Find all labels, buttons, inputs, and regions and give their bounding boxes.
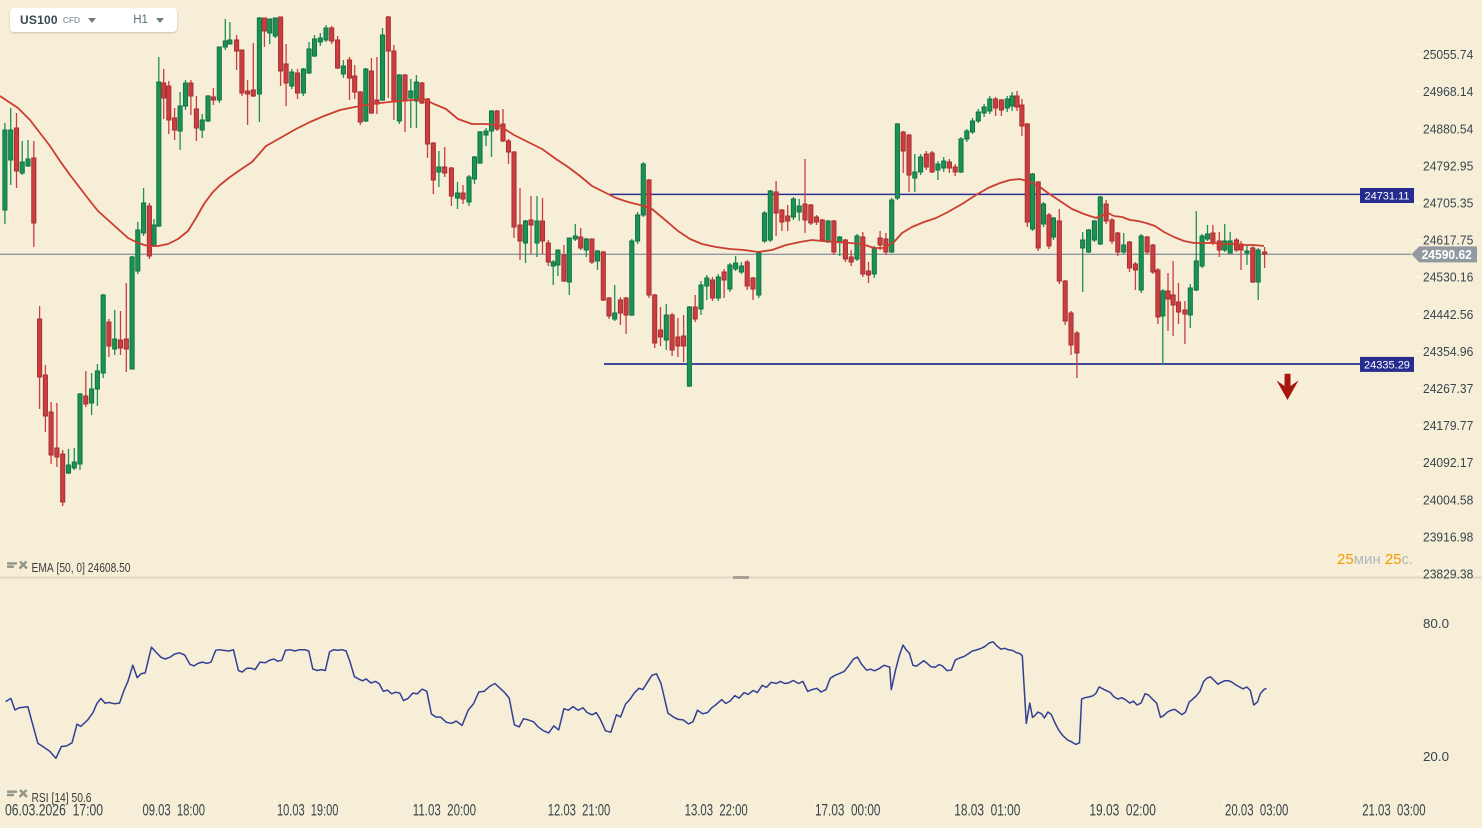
svg-text:10.03 19:00: 10.03 19:00 xyxy=(277,802,339,820)
svg-text:06.03.2026 17:00: 06.03.2026 17:00 xyxy=(5,802,103,820)
svg-text:12.03 21:00: 12.03 21:00 xyxy=(548,802,611,820)
svg-text:20.0: 20.0 xyxy=(1423,749,1449,764)
svg-text:25055.74: 25055.74 xyxy=(1423,47,1473,62)
svg-text:19.03 02:00: 19.03 02:00 xyxy=(1089,802,1156,820)
svg-text:11.03 20:00: 11.03 20:00 xyxy=(413,802,476,820)
svg-text:24335.29: 24335.29 xyxy=(1364,359,1410,371)
svg-text:RSI [14] 50.6: RSI [14] 50.6 xyxy=(32,790,92,805)
svg-text:24179.77: 24179.77 xyxy=(1423,418,1473,433)
svg-text:24530.16: 24530.16 xyxy=(1423,270,1473,285)
svg-text:24792.95: 24792.95 xyxy=(1423,158,1473,173)
svg-text:24267.37: 24267.37 xyxy=(1423,381,1473,396)
svg-text:13.03 22:00: 13.03 22:00 xyxy=(685,802,748,820)
svg-text:24705.35: 24705.35 xyxy=(1423,196,1473,211)
svg-text:09.03 18:00: 09.03 18:00 xyxy=(142,802,205,820)
svg-text:24442.56: 24442.56 xyxy=(1423,307,1473,322)
svg-text:21.03 03:00: 21.03 03:00 xyxy=(1362,802,1425,820)
svg-text:24880.54: 24880.54 xyxy=(1423,121,1473,136)
svg-text:23916.98: 23916.98 xyxy=(1423,529,1473,544)
svg-text:24354.96: 24354.96 xyxy=(1423,344,1473,359)
svg-text:18.03 01:00: 18.03 01:00 xyxy=(954,802,1020,820)
svg-text:25мин 25с.: 25мин 25с. xyxy=(1337,551,1413,568)
svg-text:24590.62: 24590.62 xyxy=(1422,247,1472,262)
svg-text:EMA [50, 0] 24608.50: EMA [50, 0] 24608.50 xyxy=(32,560,131,575)
svg-text:24092.17: 24092.17 xyxy=(1423,455,1473,470)
svg-text:24004.58: 24004.58 xyxy=(1423,492,1473,507)
svg-text:80.0: 80.0 xyxy=(1423,616,1449,631)
svg-text:24731.11: 24731.11 xyxy=(1364,191,1409,203)
svg-text:17.03 00:00: 17.03 00:00 xyxy=(815,802,881,820)
svg-text:24968.14: 24968.14 xyxy=(1423,84,1473,99)
svg-text:24617.75: 24617.75 xyxy=(1423,233,1473,248)
svg-text:23829.38: 23829.38 xyxy=(1423,567,1473,582)
svg-text:20.03 03:00: 20.03 03:00 xyxy=(1225,802,1288,820)
